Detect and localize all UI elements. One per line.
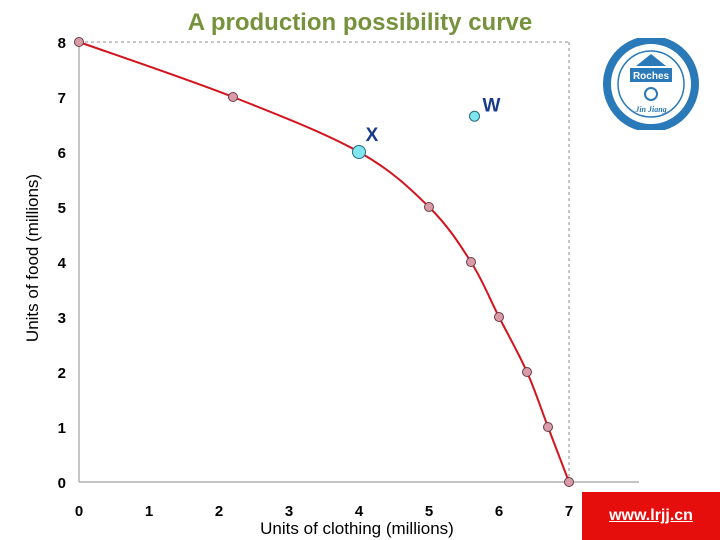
x-tick-label: 2 — [215, 503, 223, 520]
y-tick-label: 3 — [58, 310, 66, 327]
school-logo: Roches Jin Jiang — [603, 38, 699, 130]
label-x: X — [366, 125, 379, 146]
y-tick-label: 1 — [58, 420, 66, 437]
y-tick-label: 6 — [58, 145, 66, 162]
logo-emblem-icon — [644, 87, 658, 101]
point-w — [469, 110, 480, 122]
y-tick-label: 2 — [58, 365, 66, 382]
watermark-link[interactable]: www.lrjj.cn — [582, 492, 720, 540]
x-tick-label: 3 — [285, 503, 293, 520]
data-point — [466, 257, 476, 267]
y-tick-label: 7 — [58, 90, 66, 107]
x-tick-label: 4 — [355, 503, 364, 520]
data-point — [74, 37, 84, 47]
logo-banner — [630, 68, 672, 82]
data-point — [228, 92, 238, 102]
y-axis-label: Units of food (millions) — [23, 174, 42, 342]
y-axis-ticks: 0 1 2 3 4 5 6 7 8 — [58, 35, 67, 492]
data-point — [424, 202, 434, 212]
x-tick-label: 5 — [425, 503, 433, 520]
x-tick-label: 6 — [495, 503, 503, 520]
logo-inner-ring — [617, 50, 685, 118]
chart-title: A production possibility curve — [188, 9, 532, 36]
y-tick-label: 0 — [58, 475, 66, 492]
logo-house-icon — [636, 54, 666, 66]
data-point — [564, 477, 574, 487]
logo-text-top: Roches — [633, 71, 670, 82]
data-points — [74, 37, 574, 487]
logo-text-bottom: Jin Jiang — [634, 105, 666, 114]
x-tick-label: 1 — [145, 503, 153, 520]
point-x — [352, 145, 366, 159]
y-tick-label: 5 — [58, 200, 66, 217]
x-tick-label: 0 — [75, 503, 83, 520]
y-tick-label: 8 — [58, 35, 66, 52]
x-tick-label: 7 — [565, 503, 573, 520]
annotations: XW — [352, 95, 501, 159]
data-point — [494, 312, 504, 322]
axes — [78, 42, 639, 483]
label-w: W — [483, 95, 501, 116]
guide-lines — [79, 41, 570, 482]
x-axis-label: Units of clothing (millions) — [260, 519, 454, 538]
y-tick-label: 4 — [58, 255, 67, 272]
data-point — [522, 367, 532, 377]
data-point — [543, 422, 553, 432]
